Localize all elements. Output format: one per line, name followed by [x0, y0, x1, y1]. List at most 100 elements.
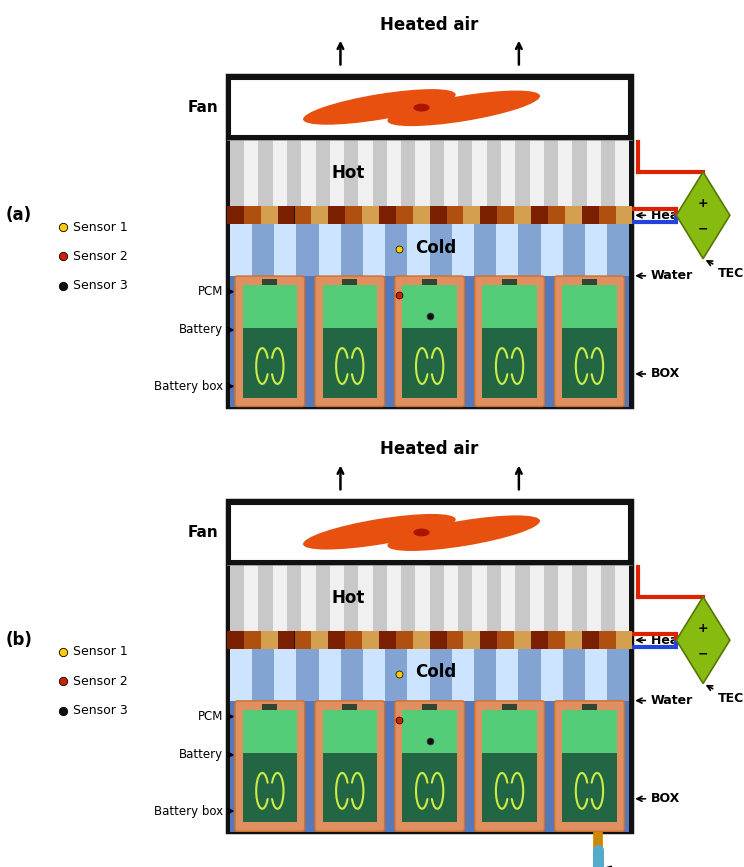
Bar [482, 710, 536, 753]
Bar [403, 328, 457, 398]
Bar [415, 564, 430, 631]
Bar [312, 631, 328, 649]
Bar [502, 704, 517, 710]
Bar [458, 140, 472, 206]
Bar [315, 564, 330, 631]
Bar [230, 701, 629, 831]
Bar [230, 504, 629, 561]
Bar [243, 753, 297, 823]
Bar [379, 631, 396, 649]
Bar [482, 285, 536, 328]
Bar [258, 140, 273, 206]
Bar [252, 649, 275, 701]
Bar [323, 710, 377, 753]
Bar [312, 206, 328, 225]
Bar [531, 206, 548, 225]
Text: Fan: Fan [187, 525, 218, 540]
Bar [373, 564, 387, 631]
Bar [601, 140, 615, 206]
Text: Cold: Cold [415, 663, 457, 681]
Bar [607, 649, 629, 701]
Bar [403, 285, 457, 328]
Bar [359, 140, 373, 206]
Bar [415, 140, 430, 206]
Bar [403, 710, 457, 753]
Bar [430, 225, 452, 276]
Polygon shape [676, 596, 730, 683]
Bar [262, 279, 278, 285]
Bar [362, 206, 379, 225]
Bar [615, 140, 629, 206]
Text: Battery box: Battery box [154, 805, 233, 818]
Bar [273, 564, 287, 631]
Bar [481, 206, 497, 225]
Text: Sensor 3: Sensor 3 [73, 704, 128, 717]
Bar [323, 285, 377, 328]
Text: BOX: BOX [637, 792, 680, 805]
Bar [413, 206, 430, 225]
Text: TEC: TEC [707, 686, 744, 705]
Bar [497, 631, 514, 649]
Bar [230, 564, 244, 631]
Bar [474, 649, 496, 701]
Text: Battery box: Battery box [154, 380, 233, 393]
FancyBboxPatch shape [554, 276, 624, 407]
Bar [430, 564, 444, 631]
Bar [230, 79, 629, 136]
Text: Battery: Battery [179, 323, 233, 336]
Bar [230, 140, 629, 206]
Bar [430, 649, 452, 701]
Ellipse shape [414, 529, 430, 537]
Bar [342, 279, 357, 285]
Bar [563, 225, 585, 276]
Bar [287, 140, 301, 206]
FancyBboxPatch shape [395, 701, 464, 831]
Bar [396, 206, 413, 225]
Bar [481, 631, 497, 649]
Bar [582, 206, 599, 225]
Bar [472, 564, 487, 631]
Bar [586, 564, 601, 631]
Bar [230, 276, 629, 407]
Bar [413, 631, 430, 649]
Text: Sensor 2: Sensor 2 [73, 250, 128, 263]
Bar [260, 206, 278, 225]
FancyBboxPatch shape [554, 701, 624, 831]
FancyBboxPatch shape [235, 701, 305, 831]
Text: Heat sink: Heat sink [637, 634, 717, 647]
FancyBboxPatch shape [475, 701, 545, 831]
Bar [373, 140, 387, 206]
Bar [548, 206, 565, 225]
Bar [301, 564, 315, 631]
Bar [230, 140, 244, 206]
Bar [244, 140, 258, 206]
Bar [345, 631, 362, 649]
Bar [562, 328, 617, 398]
Bar [562, 710, 617, 753]
Bar [252, 225, 275, 276]
Bar [243, 285, 297, 328]
Text: Hot: Hot [332, 164, 365, 182]
Bar [341, 225, 363, 276]
Bar [487, 140, 501, 206]
Bar [582, 631, 599, 649]
Bar [544, 140, 558, 206]
Bar [297, 649, 318, 701]
Bar [387, 140, 401, 206]
Bar [315, 140, 330, 206]
Text: Sensor 1: Sensor 1 [73, 645, 128, 658]
Ellipse shape [303, 89, 455, 125]
Bar [301, 140, 315, 206]
Text: PCM: PCM [198, 285, 233, 298]
Polygon shape [676, 172, 730, 258]
Bar [385, 225, 408, 276]
Bar [530, 140, 544, 206]
Bar [430, 140, 444, 206]
Text: +: + [698, 622, 708, 635]
Bar [341, 649, 363, 701]
Bar [514, 631, 531, 649]
Bar [430, 206, 446, 225]
Bar [582, 704, 597, 710]
Bar [295, 206, 312, 225]
Text: Cold: Cold [415, 238, 457, 257]
